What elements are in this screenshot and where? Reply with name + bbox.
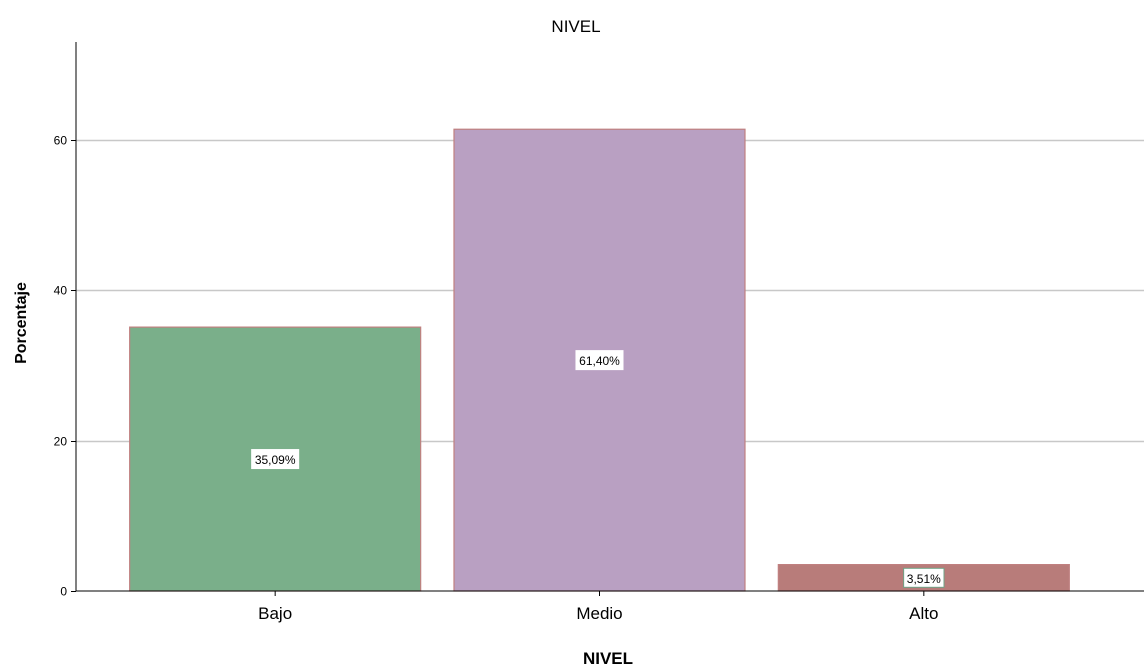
y-tick-label: 60 [54, 134, 68, 148]
y-tick-label: 40 [54, 284, 68, 298]
data-label: 61,40% [575, 350, 624, 371]
x-tick-label: Bajo [258, 604, 292, 623]
x-axis-title: NIVEL [583, 649, 633, 668]
x-ticks: Bajo Medio Alto [258, 591, 938, 623]
data-label-box [575, 350, 624, 371]
data-label-box [251, 449, 300, 470]
y-ticks: 0 20 40 60 [54, 134, 76, 599]
data-label: 3,51% [903, 567, 945, 588]
y-tick-label: 0 [60, 585, 67, 599]
x-tick-label: Medio [576, 604, 622, 623]
y-axis-title: Porcentaje [13, 282, 30, 364]
chart-title: NIVEL [551, 17, 600, 36]
data-label-text: 35,09% [255, 453, 296, 467]
data-labels: 35,09% 61,40% 3,51% [251, 350, 945, 588]
data-label-text: 3,51% [907, 572, 941, 586]
data-label-text: 61,40% [579, 354, 620, 368]
y-tick-label: 20 [54, 435, 68, 449]
data-label-box [903, 567, 945, 588]
axes [75, 42, 1144, 592]
x-tick-label: Alto [909, 604, 938, 623]
data-label: 35,09% [251, 449, 300, 470]
